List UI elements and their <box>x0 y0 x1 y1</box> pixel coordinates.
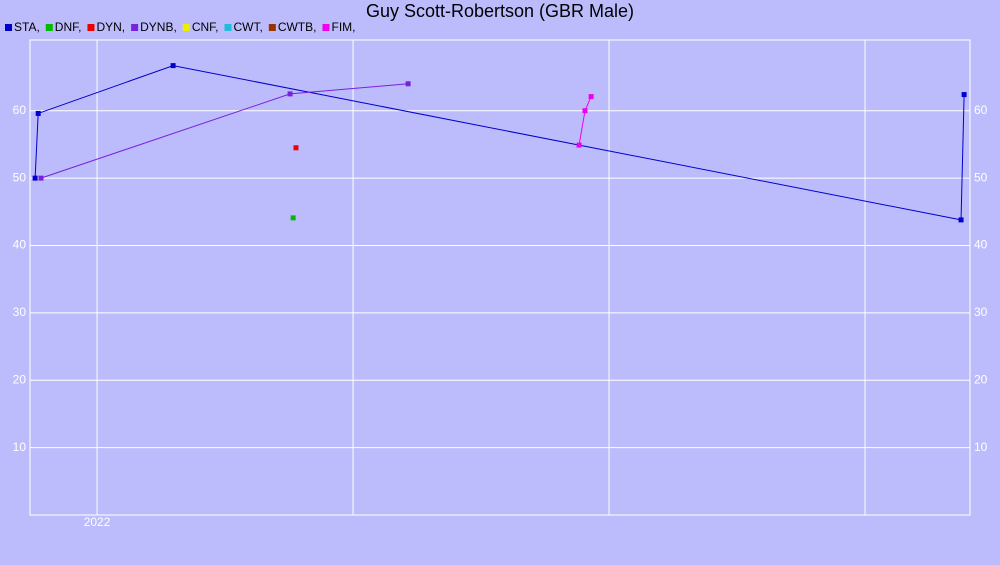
data-point <box>576 142 582 148</box>
legend-swatch <box>45 24 53 31</box>
y-tick-label: 50 <box>13 170 27 184</box>
y2-tick-label: 50 <box>974 170 988 184</box>
legend-label: STA, <box>14 20 40 34</box>
data-point <box>170 63 176 69</box>
data-point <box>38 175 44 181</box>
y2-tick-label: 30 <box>974 305 988 319</box>
legend-label: DNF, <box>55 20 82 34</box>
legend-label: CWTB, <box>278 20 317 34</box>
data-point <box>588 94 594 100</box>
data-point <box>287 91 293 97</box>
legend-swatch <box>322 24 330 31</box>
legend-label: DYNB, <box>140 20 177 34</box>
data-point <box>405 81 411 87</box>
plot-border <box>29 39 971 516</box>
y-tick-label: 60 <box>13 103 27 117</box>
legend-swatch <box>182 24 190 31</box>
y2-tick-label: 20 <box>974 372 988 386</box>
y2-tick-label: 40 <box>974 238 988 252</box>
x-tick-label: 2022 <box>84 515 111 529</box>
chart-title: Guy Scott-Robertson (GBR Male) <box>366 1 634 21</box>
legend-swatch <box>87 24 95 31</box>
y2-tick-label: 60 <box>974 103 988 117</box>
legend-label: CWT, <box>233 20 262 34</box>
data-point <box>958 217 964 223</box>
legend-swatch <box>5 24 12 31</box>
legend-label: FIM, <box>331 20 355 34</box>
data-point <box>290 215 296 221</box>
legend-swatch <box>224 24 232 31</box>
data-point <box>32 175 38 181</box>
data-point <box>582 108 588 114</box>
data-point <box>961 92 967 98</box>
y-tick-label: 20 <box>13 372 27 386</box>
data-point <box>293 145 299 151</box>
y2-tick-label: 10 <box>974 440 988 454</box>
data-point <box>35 110 41 116</box>
y-tick-label: 10 <box>13 440 27 454</box>
y-tick-label: 30 <box>13 305 27 319</box>
legend-label: DYN, <box>96 20 125 34</box>
y-tick-label: 40 <box>13 238 27 252</box>
legend-label: CNF, <box>192 20 219 34</box>
legend-swatch <box>268 24 276 31</box>
legend-swatch <box>131 24 139 31</box>
